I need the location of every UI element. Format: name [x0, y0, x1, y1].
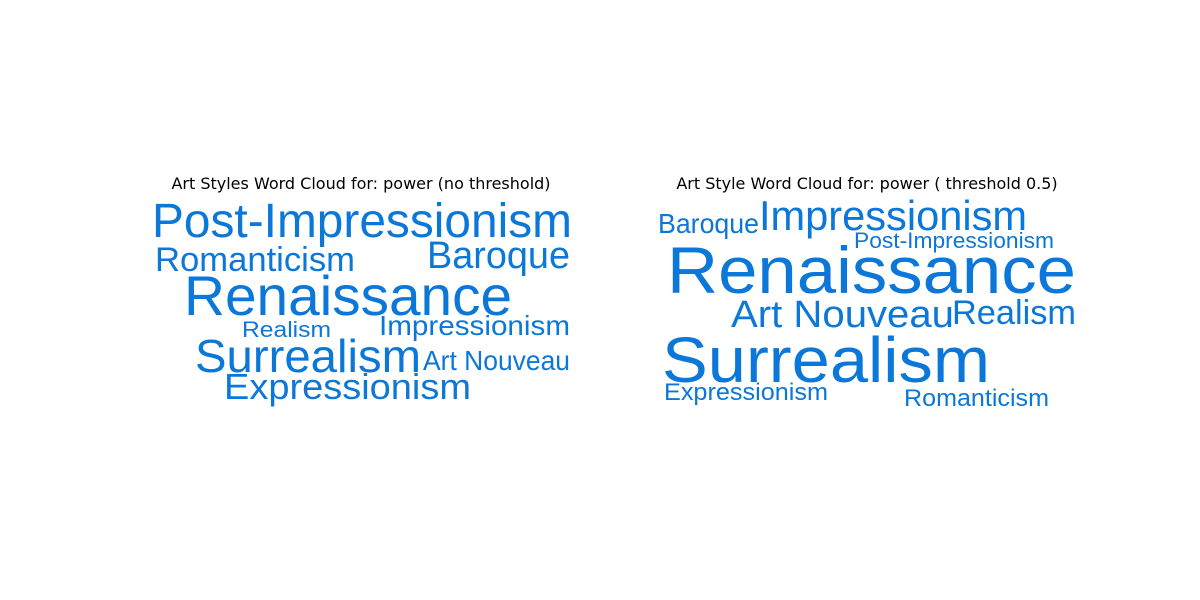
cloud-word-surrealism: Surrealism: [662, 324, 990, 396]
cloud-word-impressionism: Impressionism: [759, 192, 1027, 239]
cloud-word-expressionism: Expressionism: [664, 379, 828, 406]
word-cloud-canvas: Baroque ImpressionismPost-ImpressionismRe…: [658, 192, 1076, 412]
cloud-word-art-nouveau: Art Nouveau: [423, 345, 570, 376]
cloud-word-renaissance: Renaissance: [667, 233, 1076, 307]
cloud-word-realism: Realism: [952, 294, 1076, 332]
cloud-word-art-nouveau: Art Nouveau: [731, 294, 954, 336]
cloud-word-romanticism: Romanticism: [904, 385, 1049, 412]
word-cloud-threshold-0-5: Art Style Word Cloud for: power ( thresh…: [647, 170, 1087, 420]
cloud-word-post-impressionism: Post-Impressionism: [152, 195, 572, 248]
cloud-word-realism: Realism: [242, 317, 331, 342]
cloud-word-renaissance: Renaissance: [184, 264, 512, 327]
cloud-word-baroque: Baroque: [427, 235, 570, 277]
cloud-word-surrealism: Surrealism: [195, 330, 421, 382]
chart-title: Art Style Word Cloud for: power ( thresh…: [676, 174, 1058, 193]
word-cloud-no-threshold: Art Styles Word Cloud for: power (no thr…: [141, 170, 581, 420]
chart-title: Art Styles Word Cloud for: power (no thr…: [171, 174, 551, 193]
cloud-word-impressionism: Impressionism: [379, 310, 570, 341]
cloud-word-baroque: Baroque: [658, 208, 759, 239]
cloud-word-expressionism: Expressionism: [224, 366, 471, 407]
cloud-word-post-impressionism: Post-Impressionism: [854, 228, 1054, 253]
cloud-word-romanticism: Romanticism: [155, 241, 355, 279]
